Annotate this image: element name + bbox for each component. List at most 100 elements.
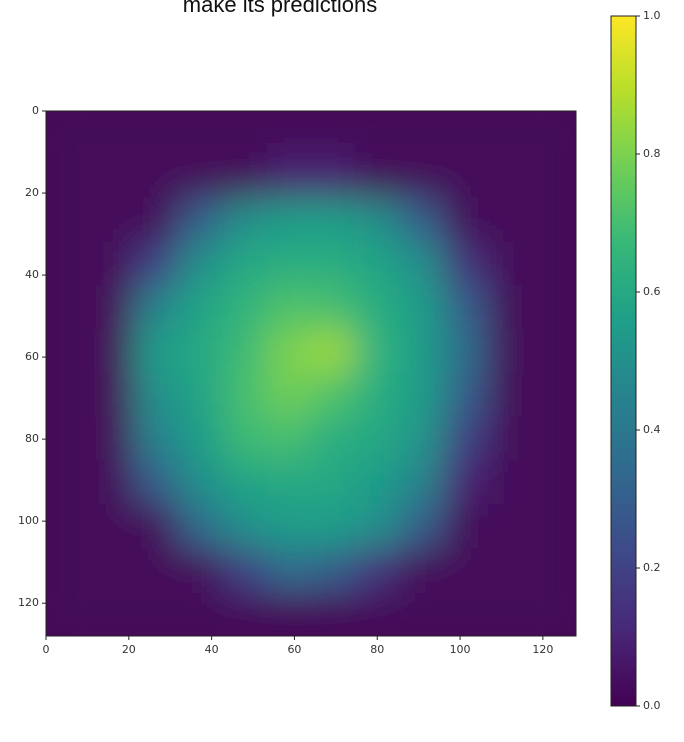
heatmap-cell	[266, 416, 312, 462]
heatmap-cell	[310, 591, 356, 636]
heatmap-cell	[222, 285, 268, 331]
heatmap-cell	[46, 198, 91, 243]
heatmap-cell	[354, 548, 400, 593]
heatmap-cell	[443, 111, 489, 156]
plot-frame	[45, 110, 577, 637]
heatmap-cell	[310, 504, 356, 549]
heatmap-cell	[89, 111, 135, 156]
heatmap-cell	[133, 504, 179, 549]
heatmap-cell	[354, 329, 400, 374]
heatmap-cell	[133, 460, 179, 506]
colorbar-tick-label: 0.2	[643, 561, 661, 574]
heatmap-cell	[398, 198, 444, 243]
heatmap-cell	[531, 504, 576, 549]
heatmap-cell	[531, 198, 576, 243]
heatmap-cell	[222, 591, 268, 636]
heatmap-cell	[487, 241, 533, 287]
heatmap-cell	[89, 548, 135, 593]
heatmap-cell	[89, 154, 135, 199]
heatmap-cell	[178, 416, 224, 462]
heatmap-cell	[487, 548, 533, 593]
heatmap-cell	[310, 416, 356, 462]
colorbar-tick-label: 0.6	[643, 285, 661, 298]
heatmap-cell	[487, 154, 533, 199]
heatmap-cell	[443, 591, 489, 636]
heatmap-cell	[222, 198, 268, 243]
heatmap-cell	[222, 460, 268, 506]
heatmap-cell	[89, 373, 135, 418]
heatmap-cell	[354, 111, 400, 156]
chart-title: make its predictions	[183, 0, 377, 17]
heatmap-cell	[354, 416, 400, 462]
x-tick-label: 20	[122, 643, 136, 656]
heatmap-cell	[133, 154, 179, 199]
heatmap-cell	[354, 373, 400, 418]
heatmap-cell	[266, 373, 312, 418]
heatmap-cell	[531, 373, 576, 418]
heatmap-cell	[398, 329, 444, 374]
y-tick-label: 20	[25, 186, 39, 199]
heatmap-cell	[266, 504, 312, 549]
heatmap-cell	[531, 591, 576, 636]
heatmap-cell	[133, 548, 179, 593]
heatmap-cell	[443, 154, 489, 199]
heatmap-cell	[133, 416, 179, 462]
heatmap-cell	[443, 460, 489, 506]
y-tick-label: 100	[18, 514, 39, 527]
heatmap-cell	[487, 198, 533, 243]
heatmap-cell	[443, 416, 489, 462]
y-tick-label: 40	[25, 268, 39, 281]
heatmap-cell	[89, 329, 135, 374]
plot-area	[46, 111, 576, 636]
heatmap-cell	[133, 591, 179, 636]
heatmap-cell	[133, 198, 179, 243]
heatmap-cell	[398, 154, 444, 199]
heatmap-cell	[487, 285, 533, 331]
y-tick-label: 60	[25, 350, 39, 363]
heatmap-cell	[178, 460, 224, 506]
heatmap-cell	[266, 591, 312, 636]
heatmap-cell	[354, 504, 400, 549]
heatmap-cell	[398, 373, 444, 418]
heatmap-cell	[487, 373, 533, 418]
heatmap-cell	[354, 241, 400, 287]
x-tick-label: 80	[370, 643, 384, 656]
heatmap-cell	[354, 198, 400, 243]
heatmap-cell	[89, 241, 135, 287]
x-tick-label: 120	[532, 643, 553, 656]
colorbar-tick-label: 1.0	[643, 9, 661, 22]
heatmap-cell	[46, 241, 91, 287]
heatmap-cell	[222, 416, 268, 462]
heatmap-cell	[46, 460, 91, 506]
heatmap-cell	[46, 591, 91, 636]
y-tick-label: 120	[18, 596, 39, 609]
heatmap-cell	[178, 198, 224, 243]
heatmap-cell	[310, 111, 356, 156]
heatmap-cell	[89, 504, 135, 549]
heatmap-cell	[178, 285, 224, 331]
heatmap-cell	[46, 416, 91, 462]
heatmap-cell	[222, 241, 268, 287]
heatmap-cell	[133, 373, 179, 418]
heatmap-cell	[222, 111, 268, 156]
heatmap-cell	[531, 241, 576, 287]
heatmap-cell	[178, 504, 224, 549]
heatmap-cell	[46, 373, 91, 418]
heatmap-cell	[487, 504, 533, 549]
heatmap-cell	[487, 591, 533, 636]
heatmap-cell	[310, 241, 356, 287]
heatmap-cell	[531, 154, 576, 199]
heatmap-cell	[531, 548, 576, 593]
heatmap-cell	[222, 504, 268, 549]
heatmap-cell	[310, 329, 356, 374]
heatmap-cell	[178, 591, 224, 636]
heatmap-cell	[222, 548, 268, 593]
heatmap-cell	[178, 329, 224, 374]
heatmap-cell	[398, 285, 444, 331]
colorbar	[610, 15, 637, 707]
heatmap-cell	[398, 416, 444, 462]
heatmap-cell	[354, 460, 400, 506]
heatmap-cells	[46, 111, 576, 636]
